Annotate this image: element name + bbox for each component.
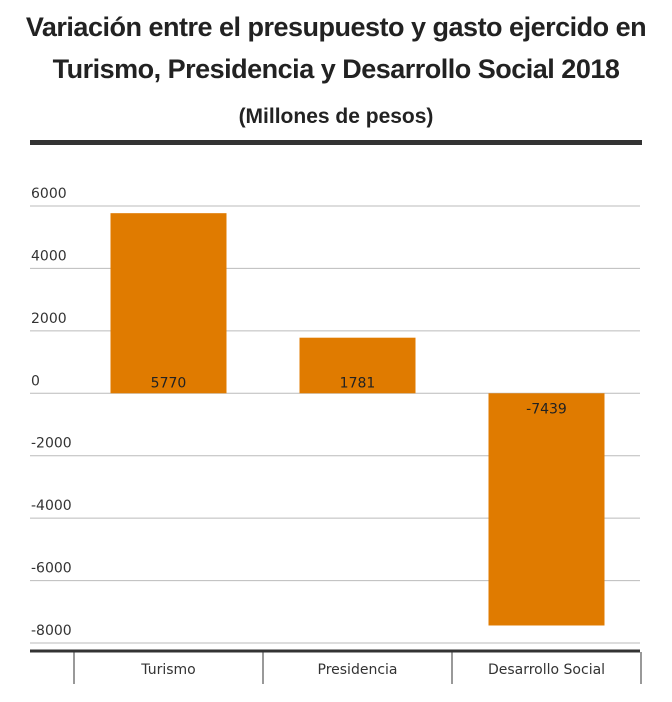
x-category-label: Desarrollo Social	[488, 662, 605, 678]
y-tick-label: -4000	[31, 498, 72, 514]
chart-subtitle: (Millones de pesos)	[238, 105, 434, 128]
bar-presidencia	[299, 337, 416, 394]
bar-value-label: -7439	[526, 401, 567, 417]
value-labels: 5770 1781 -7439	[151, 375, 567, 417]
title-divider	[30, 140, 642, 145]
y-axis-ticks: 6000 4000 2000 0 -2000 -4000 -6000 -8000	[31, 186, 72, 639]
x-category-label: Turismo	[140, 662, 195, 678]
bars	[110, 213, 605, 626]
y-tick-label: -8000	[31, 623, 72, 639]
x-category-label: Presidencia	[318, 662, 398, 678]
y-tick-label: 4000	[31, 248, 67, 264]
bar-value-label: 1781	[340, 375, 376, 391]
y-tick-label: 2000	[31, 311, 67, 327]
chart-title: Variación entre el presupuesto y gasto e…	[25, 12, 647, 84]
bar-turismo	[110, 213, 227, 394]
y-tick-label: 0	[31, 373, 40, 389]
y-tick-label: -2000	[31, 436, 72, 452]
bar-value-label: 5770	[151, 375, 187, 391]
y-tick-label: 6000	[31, 186, 67, 202]
y-tick-label: -6000	[31, 561, 72, 577]
x-axis: Turismo Presidencia Desarrollo Social	[30, 649, 642, 684]
bar-desarrollo-social	[488, 393, 605, 626]
